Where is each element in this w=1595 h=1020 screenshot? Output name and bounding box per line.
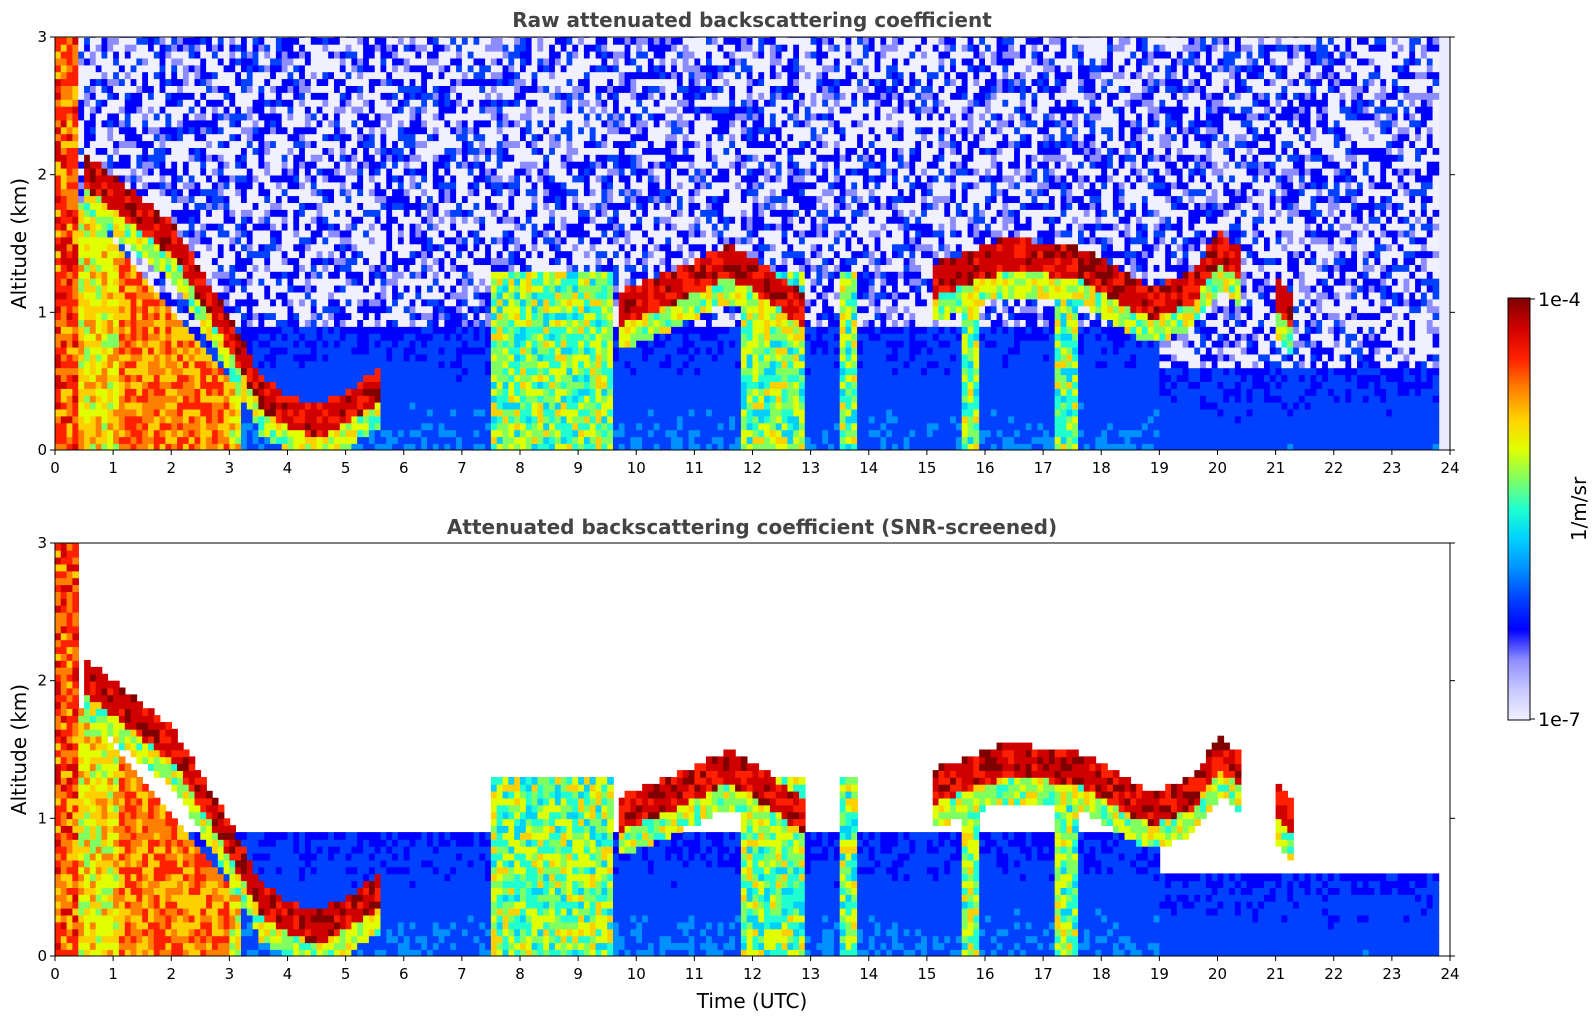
panel-screened-heatmap: [55, 543, 1450, 956]
screened-x-tick-label: 18: [1092, 965, 1111, 983]
colorbar-min-label: 1e-7: [1538, 709, 1581, 731]
colorbar-max-label: 1e-4: [1538, 289, 1581, 311]
raw-x-tick-label: 22: [1324, 459, 1343, 477]
screened-x-tick-label: 5: [341, 965, 351, 983]
raw-x-tick-label: 8: [515, 459, 525, 477]
raw-x-tick-label: 7: [457, 459, 467, 477]
panel-screened-y-label: Altitude (km): [7, 684, 31, 815]
panel-screened: Attenuated backscattering coefficient (S…: [7, 515, 1460, 1013]
raw-x-tick-label: 15: [917, 459, 936, 477]
screened-x-tick-label: 11: [685, 965, 704, 983]
panel-raw-title: Raw attenuated backscattering coefficien…: [512, 8, 992, 32]
raw-x-tick-label: 5: [341, 459, 351, 477]
raw-y-tick-label: 2: [37, 166, 47, 184]
screened-x-tick-label: 16: [975, 965, 994, 983]
raw-x-tick-label: 17: [1034, 459, 1053, 477]
screened-x-tick-label: 1: [108, 965, 118, 983]
screened-x-tick-label: 12: [743, 965, 762, 983]
raw-x-tick-label: 18: [1092, 459, 1111, 477]
raw-x-tick-label: 2: [166, 459, 176, 477]
raw-y-tick-label: 1: [37, 303, 47, 321]
raw-x-tick-label: 3: [225, 459, 235, 477]
screened-y-tick-label: 2: [37, 672, 47, 690]
screened-x-tick-label: 14: [859, 965, 878, 983]
screened-x-tick-label: 4: [283, 965, 293, 983]
raw-x-tick-label: 21: [1266, 459, 1285, 477]
x-axis-label: Time (UTC): [696, 989, 808, 1013]
raw-x-tick-label: 20: [1208, 459, 1227, 477]
panel-raw-y-label: Altitude (km): [7, 178, 31, 309]
colorbar: 1e-4 1e-7 1/m/sr: [1507, 289, 1591, 731]
panel-raw-heatmap: [55, 37, 1450, 450]
raw-x-tick-label: 11: [685, 459, 704, 477]
panel-raw-y-ticks: 0 1 2 3: [37, 28, 1455, 459]
screened-x-tick-label: 7: [457, 965, 467, 983]
screened-x-tick-label: 10: [627, 965, 646, 983]
panel-raw-x-ticks: 0 1 2 3 4 5 6 7 8 9 10 11 12 13 14 15 16 17 18 19 20 21 22 23 24: [50, 450, 1460, 477]
panel-screened-title: Attenuated backscattering coefficient (S…: [447, 515, 1057, 539]
raw-y-tick-label: 0: [37, 441, 47, 459]
colorbar-label: 1/m/sr: [1567, 476, 1591, 541]
panel-screened-y-ticks: 0 1 2 3: [37, 534, 1455, 965]
screened-x-tick-label: 22: [1324, 965, 1343, 983]
screened-x-tick-label: 3: [225, 965, 235, 983]
raw-x-tick-label: 0: [50, 459, 60, 477]
screened-x-tick-label: 6: [399, 965, 409, 983]
raw-x-tick-label: 1: [108, 459, 118, 477]
screened-x-tick-label: 9: [573, 965, 583, 983]
panel-screened-x-ticks: 0 1 2 3 4 5 6 7 8 9 10 11 12 13 14 15 16 17 18 19 20 21 22 23 24: [50, 956, 1460, 983]
screened-y-tick-label: 0: [37, 947, 47, 965]
screened-x-tick-label: 13: [801, 965, 820, 983]
screened-x-tick-label: 8: [515, 965, 525, 983]
screened-y-tick-label: 1: [37, 809, 47, 827]
raw-x-tick-label: 24: [1440, 459, 1459, 477]
raw-x-tick-label: 14: [859, 459, 878, 477]
raw-x-tick-label: 23: [1382, 459, 1401, 477]
raw-x-tick-label: 9: [573, 459, 583, 477]
raw-x-tick-label: 10: [627, 459, 646, 477]
screened-x-tick-label: 21: [1266, 965, 1285, 983]
raw-x-tick-label: 12: [743, 459, 762, 477]
screened-x-tick-label: 0: [50, 965, 60, 983]
panel-raw: Raw attenuated backscattering coefficien…: [7, 8, 1460, 477]
raw-x-tick-label: 19: [1150, 459, 1169, 477]
screened-x-tick-label: 17: [1034, 965, 1053, 983]
raw-x-tick-label: 4: [283, 459, 293, 477]
screened-x-tick-label: 24: [1440, 965, 1459, 983]
screened-x-tick-label: 23: [1382, 965, 1401, 983]
colorbar-gradient: [1507, 297, 1531, 721]
raw-x-tick-label: 6: [399, 459, 409, 477]
screened-x-tick-label: 2: [166, 965, 176, 983]
screened-x-tick-label: 20: [1208, 965, 1227, 983]
screened-x-tick-label: 15: [917, 965, 936, 983]
screened-x-tick-label: 19: [1150, 965, 1169, 983]
screened-y-tick-label: 3: [37, 534, 47, 552]
raw-x-tick-label: 16: [975, 459, 994, 477]
raw-y-tick-label: 3: [37, 28, 47, 46]
raw-x-tick-label: 13: [801, 459, 820, 477]
